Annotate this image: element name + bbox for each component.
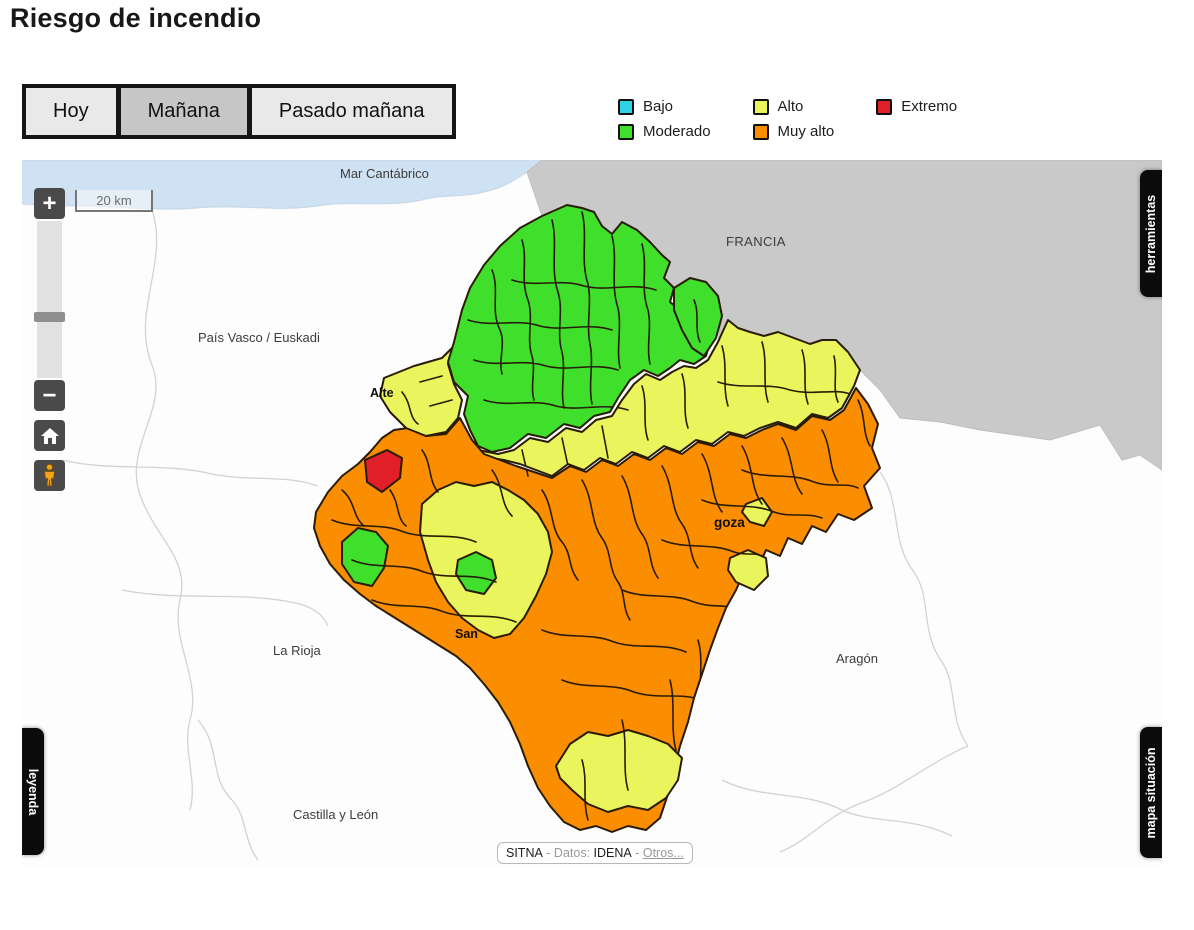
attribution-separator: - xyxy=(631,846,643,860)
base-map[interactable] xyxy=(22,160,1162,866)
overview-map-panel-tab-label: mapa situación xyxy=(1144,747,1158,838)
tab-hoy[interactable]: Hoy xyxy=(24,86,118,137)
attribution-sitna-link[interactable]: SITNA xyxy=(506,846,543,860)
zoom-slider-track[interactable] xyxy=(37,221,62,378)
legend-swatch-muy-alto xyxy=(752,123,769,140)
zoom-in-button[interactable]: + xyxy=(34,188,65,219)
attribution-otros-link[interactable]: Otros... xyxy=(642,846,684,860)
tools-panel-tab[interactable]: herramientas xyxy=(1140,170,1162,297)
tools-panel-tab-label: herramientas xyxy=(1144,194,1158,273)
label-fragment-alte: Alte xyxy=(370,386,394,400)
municipality-borders xyxy=(331,211,871,821)
zoom-slider-handle[interactable] xyxy=(34,312,65,322)
legend-item-alto: Alto xyxy=(752,98,835,115)
legend-label-bajo: Bajo xyxy=(643,98,674,115)
label-aragon: Aragón xyxy=(836,651,878,666)
risk-legend: Bajo Moderado Alto Muy alto Extremo xyxy=(618,98,957,140)
label-la-rioja: La Rioja xyxy=(273,643,321,658)
map-attribution: SITNA - Datos: IDENA - Otros... xyxy=(497,842,693,864)
minus-icon: − xyxy=(42,381,57,409)
legend-label-extremo: Extremo xyxy=(901,98,958,115)
legend-label-alto: Alto xyxy=(777,98,804,115)
label-mar-cantabrico: Mar Cantábrico xyxy=(340,166,429,181)
legend-swatch-extremo xyxy=(876,98,893,115)
attribution-datos-text: - Datos: xyxy=(542,846,594,860)
pegman-icon xyxy=(44,464,55,487)
attribution-idena-link[interactable]: IDENA xyxy=(593,846,632,860)
label-fragment-san: San xyxy=(455,627,478,641)
legend-item-moderado: Moderado xyxy=(618,123,711,140)
legend-swatch-alto xyxy=(752,98,769,115)
label-francia: FRANCIA xyxy=(726,234,786,249)
scale-label: 20 km xyxy=(96,192,132,208)
street-view-button[interactable] xyxy=(34,460,65,491)
zoom-out-button[interactable]: − xyxy=(34,380,65,411)
legend-item-bajo: Bajo xyxy=(618,98,711,115)
scale-bar: 20 km xyxy=(75,190,153,212)
overview-map-panel-tab[interactable]: mapa situación xyxy=(1140,727,1162,858)
label-fragment-goza: goza xyxy=(714,515,745,530)
label-castilla-leon: Castilla y León xyxy=(293,807,379,822)
legend-label-moderado: Moderado xyxy=(643,123,711,140)
legend-swatch-moderado xyxy=(618,123,634,140)
page-title: Riesgo de incendio xyxy=(10,3,262,33)
legend-item-extremo: Extremo xyxy=(876,98,957,115)
legend-panel-tab-label: leyenda xyxy=(26,768,40,815)
home-icon xyxy=(40,427,59,444)
legend-item-muy-alto: Muy alto xyxy=(752,123,835,140)
day-tab-group: Hoy Mañana Pasado mañana xyxy=(22,84,456,139)
label-pais-vasco: País Vasco / Euskadi xyxy=(198,330,320,345)
home-extent-button[interactable] xyxy=(34,420,65,451)
tab-pasado-manana[interactable]: Pasado mañana xyxy=(249,86,454,137)
legend-swatch-bajo xyxy=(618,98,634,115)
tab-manana[interactable]: Mañana xyxy=(118,86,249,137)
legend-panel-tab[interactable]: leyenda xyxy=(22,728,44,855)
plus-icon: + xyxy=(42,189,57,217)
province-borders xyxy=(61,203,969,861)
map-viewport[interactable]: Mar Cantábrico FRANCIA País Vasco / Eusk… xyxy=(22,160,1162,866)
legend-label-muy-alto: Muy alto xyxy=(777,123,835,140)
